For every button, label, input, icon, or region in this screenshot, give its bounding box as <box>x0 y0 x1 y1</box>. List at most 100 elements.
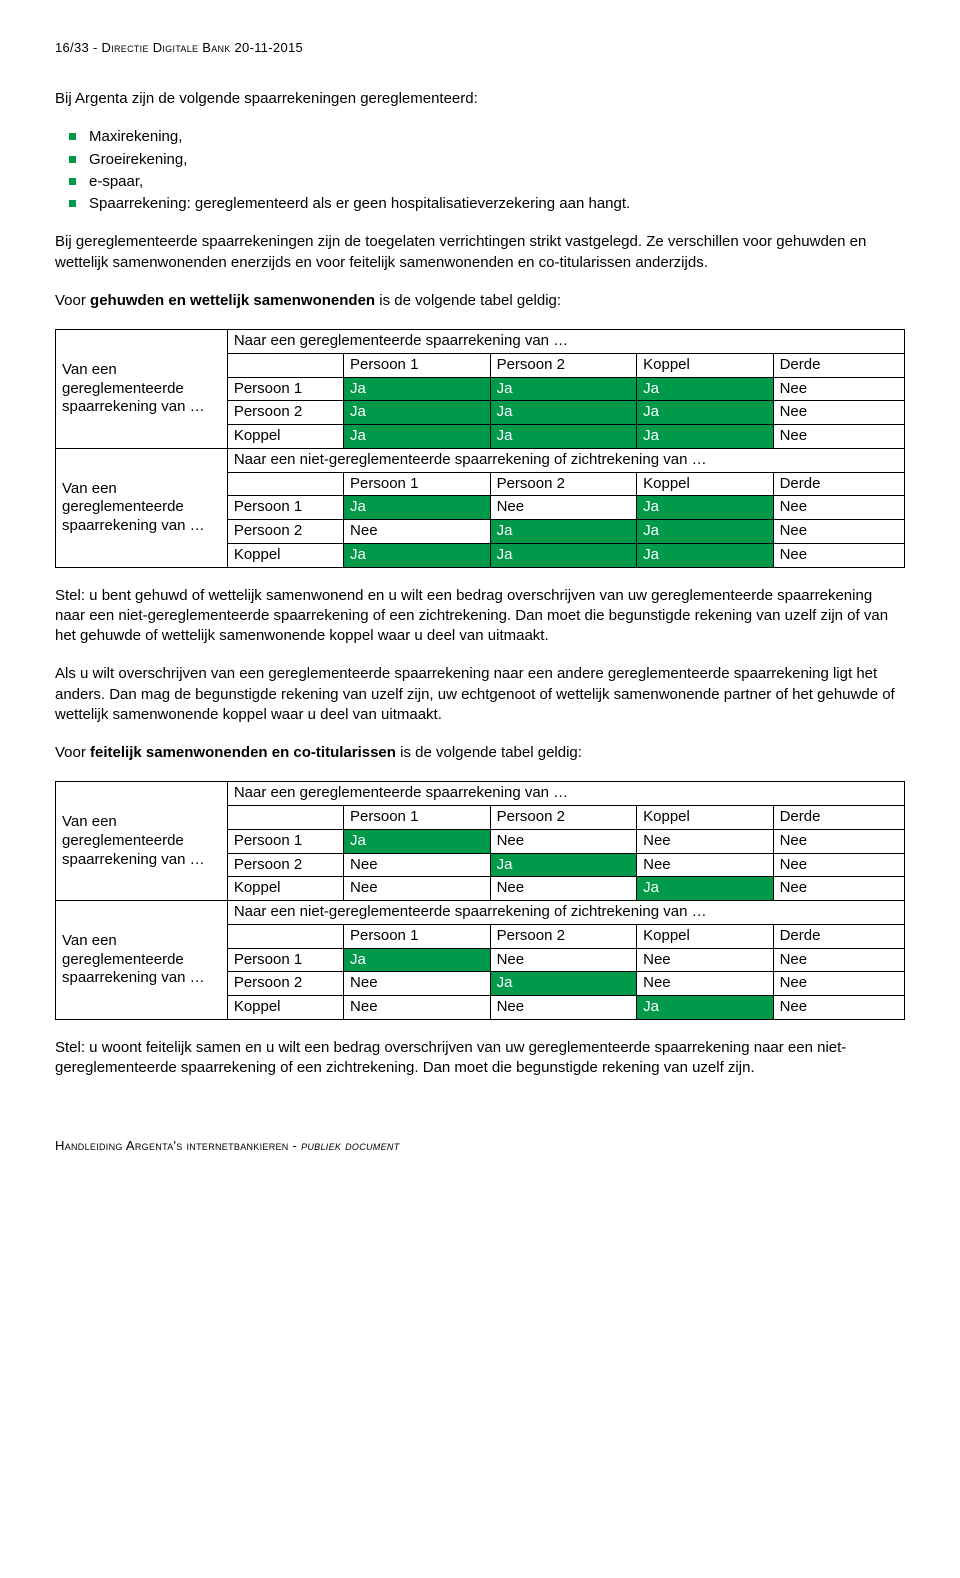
cell: Nee <box>490 496 637 520</box>
col-header: Persoon 2 <box>490 806 637 830</box>
cell: Nee <box>344 853 491 877</box>
row-label: Koppel <box>227 425 343 449</box>
cell: Ja <box>637 401 773 425</box>
cell: Ja <box>637 996 773 1020</box>
cell: Nee <box>490 829 637 853</box>
cell: Nee <box>773 996 904 1020</box>
cell: Nee <box>773 401 904 425</box>
body-paragraph: Als u wilt overschrijven van een geregle… <box>55 664 905 725</box>
col-header: Koppel <box>637 472 773 496</box>
intro-paragraph: Bij Argenta zijn de volgende spaarrekeni… <box>55 89 905 109</box>
body-paragraph: Voor feitelijk samenwonenden en co-titul… <box>55 743 905 763</box>
row-label: Persoon 1 <box>227 377 343 401</box>
list-item: Spaarrekening: gereglementeerd als er ge… <box>55 194 905 214</box>
cell: Nee <box>637 948 773 972</box>
list-item: Groeirekening, <box>55 150 905 170</box>
section-title: Naar een gereglementeerde spaarrekening … <box>227 330 904 354</box>
row-header: Van een gereglementeerde spaarrekening v… <box>56 448 228 567</box>
cell: Nee <box>773 496 904 520</box>
body-paragraph: Bij gereglementeerde spaarrekeningen zij… <box>55 232 905 273</box>
row-label: Persoon 1 <box>227 496 343 520</box>
col-header: Persoon 2 <box>490 353 637 377</box>
section-title: Naar een niet-gereglementeerde spaarreke… <box>227 901 904 925</box>
cell: Nee <box>773 829 904 853</box>
col-header: Persoon 1 <box>344 472 491 496</box>
cell: Nee <box>637 853 773 877</box>
footer-text: Handleiding Argenta's internetbankieren … <box>55 1138 301 1153</box>
col-header: Derde <box>773 353 904 377</box>
text: is de volgende tabel geldig: <box>396 744 582 761</box>
text: Voor <box>55 744 90 761</box>
col-header: Koppel <box>637 924 773 948</box>
table-feitelijk: Van een gereglementeerde spaarrekening v… <box>55 781 905 1020</box>
cell: Nee <box>773 972 904 996</box>
bold-text: gehuwden en wettelijk samenwonenden <box>90 292 375 309</box>
square-bullet-icon <box>69 178 76 185</box>
cell: Ja <box>637 543 773 567</box>
cell: Ja <box>490 543 637 567</box>
col-header: Persoon 1 <box>344 353 491 377</box>
cell: Nee <box>637 972 773 996</box>
cell: Nee <box>773 853 904 877</box>
col-header: Derde <box>773 472 904 496</box>
cell: Ja <box>490 972 637 996</box>
table-gehuwden: Van een gereglementeerde spaarrekening v… <box>55 329 905 568</box>
cell: Ja <box>344 543 491 567</box>
col-header: Koppel <box>637 353 773 377</box>
cell: Nee <box>773 520 904 544</box>
row-header: Van een gereglementeerde spaarrekening v… <box>56 330 228 449</box>
cell: Ja <box>344 948 491 972</box>
cell: Nee <box>490 948 637 972</box>
cell: Nee <box>773 377 904 401</box>
col-header: Persoon 1 <box>344 924 491 948</box>
cell: Ja <box>637 496 773 520</box>
square-bullet-icon <box>69 200 76 207</box>
document-page: 16/33 - Directie Digitale Bank 20-11-201… <box>0 0 960 1183</box>
cell: Ja <box>344 496 491 520</box>
row-label: Persoon 1 <box>227 948 343 972</box>
col-header-blank <box>227 924 343 948</box>
text: is de volgende tabel geldig: <box>375 292 561 309</box>
row-label: Koppel <box>227 877 343 901</box>
cell: Ja <box>490 853 637 877</box>
cell: Ja <box>490 425 637 449</box>
cell: Ja <box>344 425 491 449</box>
cell: Nee <box>490 877 637 901</box>
row-header: Van een gereglementeerde spaarrekening v… <box>56 782 228 901</box>
page-header: 16/33 - Directie Digitale Bank 20-11-201… <box>55 40 905 55</box>
cell: Ja <box>344 377 491 401</box>
cell: Nee <box>773 425 904 449</box>
row-label: Persoon 2 <box>227 401 343 425</box>
cell: Nee <box>773 877 904 901</box>
col-header: Persoon 1 <box>344 806 491 830</box>
col-header: Koppel <box>637 806 773 830</box>
cell: Ja <box>637 877 773 901</box>
list-item: e-spaar, <box>55 172 905 192</box>
text: Voor <box>55 292 90 309</box>
section-title: Naar een gereglementeerde spaarrekening … <box>227 782 904 806</box>
cell: Nee <box>344 877 491 901</box>
list-item: Maxirekening, <box>55 127 905 147</box>
col-header-blank <box>227 806 343 830</box>
cell: Ja <box>490 377 637 401</box>
cell: Nee <box>773 543 904 567</box>
cell: Nee <box>344 972 491 996</box>
row-label: Koppel <box>227 996 343 1020</box>
cell: Ja <box>637 377 773 401</box>
cell: Nee <box>490 996 637 1020</box>
section-title: Naar een niet-gereglementeerde spaarreke… <box>227 448 904 472</box>
row-label: Persoon 2 <box>227 520 343 544</box>
square-bullet-icon <box>69 133 76 140</box>
page-footer: Handleiding Argenta's internetbankieren … <box>55 1138 905 1153</box>
row-header: Van een gereglementeerde spaarrekening v… <box>56 901 228 1020</box>
row-label: Persoon 2 <box>227 972 343 996</box>
list-item-text: Maxirekening, <box>89 128 182 145</box>
square-bullet-icon <box>69 156 76 163</box>
cell: Nee <box>344 996 491 1020</box>
cell: Nee <box>637 829 773 853</box>
col-header-blank <box>227 353 343 377</box>
cell: Ja <box>490 401 637 425</box>
footer-italic: publiek document <box>301 1138 399 1153</box>
col-header: Persoon 2 <box>490 472 637 496</box>
cell: Nee <box>344 520 491 544</box>
